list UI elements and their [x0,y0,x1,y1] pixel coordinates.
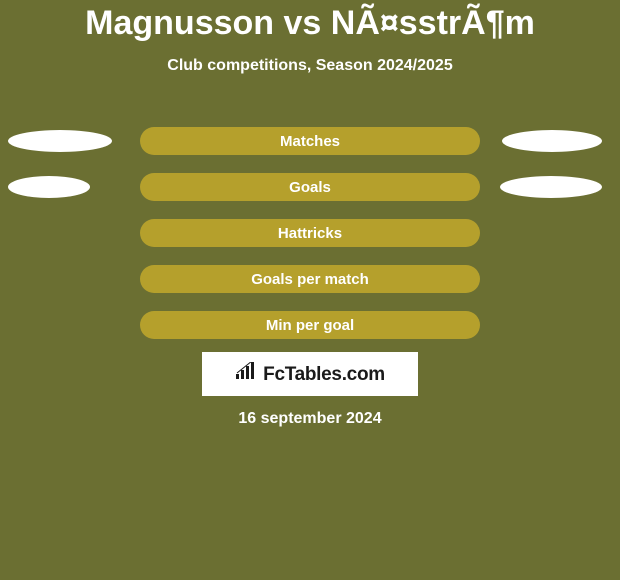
stat-label: Min per goal [266,318,354,333]
page-title: Magnusson vs NÃ¤sstrÃ¶m [0,0,620,43]
stat-row: Min per goal [0,302,620,348]
stat-label: Hattricks [278,226,342,241]
left-value-ellipse [8,130,112,152]
stat-row: Hattricks [0,210,620,256]
stat-bar: Min per goal [140,311,480,339]
stat-label: Goals per match [251,272,369,287]
subtitle: Club competitions, Season 2024/2025 [0,57,620,75]
left-value-ellipse [8,176,90,198]
chart-container: Magnusson vs NÃ¤sstrÃ¶m Club competition… [0,0,620,580]
stat-bar: Goals [140,173,480,201]
right-value-ellipse [502,130,602,152]
logo-box: FcTables.com [202,352,418,396]
stat-rows: Matches Goals Hattricks Goals per match Min … [0,118,620,348]
stat-row: Goals per match [0,256,620,302]
logo-text: FcTables.com [263,364,385,386]
bar-chart-icon [235,362,257,385]
stat-row: Matches [0,118,620,164]
stat-bar: Goals per match [140,265,480,293]
right-value-ellipse [500,176,602,198]
stat-label: Goals [289,180,331,195]
date-line: 16 september 2024 [0,410,620,428]
stat-bar: Hattricks [140,219,480,247]
stat-row: Goals [0,164,620,210]
stat-bar: Matches [140,127,480,155]
stat-label: Matches [280,134,340,149]
logo: FcTables.com [235,362,385,386]
